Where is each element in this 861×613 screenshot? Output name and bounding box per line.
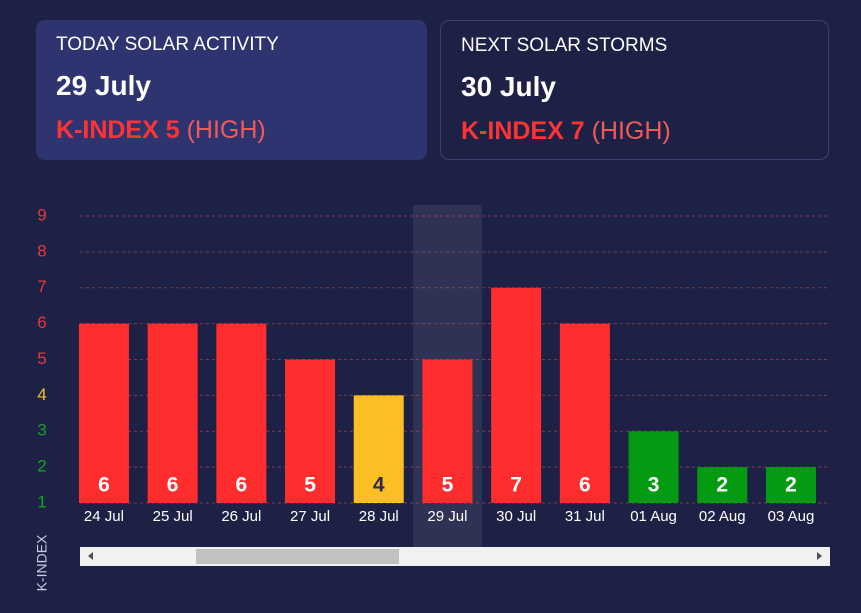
y-tick-label: 7 [37, 277, 46, 296]
y-tick-label: 9 [37, 205, 46, 224]
k-level: (HIGH) [186, 116, 266, 144]
card-index: K-INDEX 5 (HIGH) [56, 116, 266, 145]
y-tick-label: 8 [37, 241, 46, 260]
x-tick-label: 25 Jul [153, 508, 193, 525]
card-date: 29 July [56, 70, 151, 101]
k-index: K-INDEX 7 [461, 117, 585, 145]
scrollbar[interactable] [80, 547, 830, 566]
x-tick-label: 02 Aug [699, 508, 746, 525]
y-tick-label: 2 [37, 457, 46, 476]
bar [422, 359, 473, 503]
bar [353, 395, 404, 503]
x-tick-label: 28 Jul [359, 508, 399, 525]
y-axis-label: K-INDEX [34, 534, 50, 591]
bar-value-label: 7 [510, 474, 522, 497]
bar [765, 467, 816, 503]
card-index: K-INDEX 7 (HIGH) [461, 117, 671, 146]
x-tick-label: 26 Jul [221, 508, 261, 525]
x-tick-label: 24 Jul [84, 508, 124, 525]
bar [216, 323, 267, 503]
bar [147, 323, 198, 503]
y-tick-label: 3 [37, 421, 46, 440]
bar-value-label: 6 [167, 474, 179, 497]
bar-value-label: 6 [98, 474, 110, 497]
x-tick-label: 29 Jul [427, 508, 467, 525]
bar-value-label: 2 [716, 474, 728, 497]
card-date: 30 July [461, 71, 556, 102]
x-tick-label: 01 Aug [630, 508, 677, 525]
card-title: NEXT SOLAR STORMS [461, 35, 668, 56]
k-level: (HIGH) [591, 117, 671, 145]
x-tick-label: 31 Jul [565, 508, 605, 525]
bar [285, 359, 336, 503]
bar [697, 467, 748, 503]
bar [78, 323, 129, 503]
y-tick-label: 5 [37, 349, 46, 368]
scroll-thumb[interactable] [196, 549, 399, 564]
bar [491, 287, 542, 503]
card: NEXT SOLAR STORMS 30 July K-INDEX 7 (HIG… [440, 20, 829, 160]
y-tick-label: 6 [37, 313, 46, 332]
y-tick-label: 4 [37, 385, 46, 404]
y-tick-label: 1 [37, 492, 46, 511]
scroll-left[interactable] [88, 552, 93, 560]
bar [559, 323, 610, 503]
bar-value-label: 6 [579, 474, 591, 497]
bar-value-label: 5 [442, 474, 454, 497]
scroll-right[interactable] [817, 552, 822, 560]
k-index: K-INDEX 5 [56, 116, 180, 144]
bar-value-label: 2 [785, 474, 797, 497]
x-tick-label: 30 Jul [496, 508, 536, 525]
bar-value-label: 3 [648, 474, 660, 497]
x-tick-label: 27 Jul [290, 508, 330, 525]
bar-value-label: 5 [304, 474, 316, 497]
bar-value-label: 4 [373, 474, 385, 497]
card-title: TODAY SOLAR ACTIVITY [56, 34, 279, 55]
x-tick-label: 03 Aug [768, 508, 815, 525]
bar [628, 431, 679, 503]
bar-value-label: 6 [236, 474, 248, 497]
card: TODAY SOLAR ACTIVITY 29 July K-INDEX 5 (… [36, 20, 427, 160]
